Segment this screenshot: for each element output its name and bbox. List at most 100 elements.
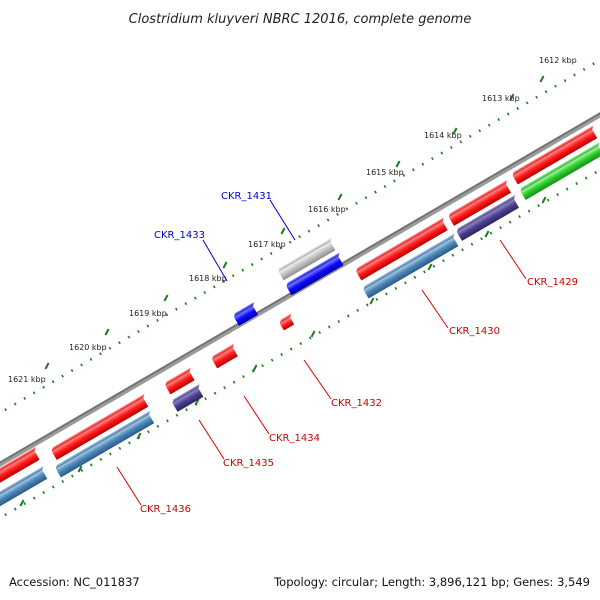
ruler-tick <box>136 432 142 440</box>
ruler-tick <box>541 196 547 204</box>
gene-arrow-fwd-top <box>165 367 191 386</box>
leader-line <box>198 419 225 460</box>
gene-arrow-other-top <box>172 384 200 404</box>
ruler-tick <box>19 499 25 507</box>
gene-arrow-blue-top <box>286 252 340 287</box>
scale-label: 1615 kbp <box>366 168 404 177</box>
ruler-tick <box>427 263 433 271</box>
gene-arrow-fwd <box>212 343 238 369</box>
scale-label: 1618 kbp <box>189 274 227 283</box>
gene-label-ckr-1430[interactable]: CKR_1430 <box>449 326 500 337</box>
gene-arrow-fwd <box>448 179 511 226</box>
gene-arrow-rev-top <box>0 465 44 502</box>
gene-arrow-rev <box>0 465 48 510</box>
gene-arrow-fwd <box>356 217 448 281</box>
scale-labels: 1612 kbp 1613 kbp 1614 kbp 1615 kbp 1616… <box>8 56 577 384</box>
gene-arrow-fwd-top <box>0 446 36 481</box>
label-leaders <box>116 199 527 506</box>
gene-arrow-fwd-body <box>0 451 40 489</box>
gene-arrow-rna <box>520 141 600 200</box>
ruler-tick <box>77 465 83 473</box>
gene-arrow-fwd <box>165 367 195 395</box>
ruler-tick <box>337 193 343 201</box>
gene-arrow-fwd <box>279 313 295 331</box>
scale-label: 1614 kbp <box>424 131 462 140</box>
gene-arrow-rev-top <box>55 410 151 469</box>
ruler-tick <box>44 362 50 370</box>
gene-arrow-fwd-body <box>279 317 295 331</box>
gene-arrow-rev-top <box>363 233 455 290</box>
gene-arrow-rev <box>363 233 459 299</box>
gene-arrow-fwd-body <box>165 371 195 395</box>
scale-ruler <box>4 58 600 517</box>
gene-label-ckr-1435[interactable]: CKR_1435 <box>223 458 274 469</box>
gene-arrow-blue <box>233 302 258 326</box>
gene-arrow-fwd-body <box>356 221 448 281</box>
gene-arrow-pseudo-body <box>278 241 336 281</box>
gene-arrow-rev-body <box>0 470 48 510</box>
gene-arrow-other-top <box>456 194 516 233</box>
gene-arrow-fwd <box>512 125 598 185</box>
gene-arrow-fwd-top <box>212 343 234 360</box>
ruler-tick <box>395 160 401 168</box>
gene-arrow-pseudo <box>278 237 336 281</box>
gene-features <box>0 125 600 510</box>
gene-arrow-other <box>456 194 519 241</box>
gene-arrow-blue-body <box>234 306 258 326</box>
ruler-tick <box>369 297 375 305</box>
gene-arrow-other <box>172 384 204 412</box>
gene-label-ckr-1434[interactable]: CKR_1434 <box>269 433 320 444</box>
gene-arrow-other-body <box>457 199 519 241</box>
scale-label: 1613 kbp <box>482 94 520 103</box>
leader-line <box>243 395 270 435</box>
topology-text: Topology: circular; Length: 3,896,121 bp… <box>273 575 590 589</box>
scale-ticks <box>19 75 547 507</box>
ruler-tick <box>280 227 286 235</box>
gene-label-ckr-1431[interactable]: CKR_1431 <box>221 191 272 202</box>
ruler-tick <box>222 261 228 269</box>
gene-label-ckr-1433[interactable]: CKR_1433 <box>154 230 205 241</box>
gene-arrow-rna-top <box>520 141 600 192</box>
ruler-dots <box>4 58 600 412</box>
gene-arrow-rna-body <box>520 146 600 200</box>
gene-arrow-fwd-top <box>512 125 594 176</box>
scale-label: 1621 kbp <box>8 375 46 384</box>
leader-line <box>499 239 527 280</box>
gene-arrow-fwd-body <box>512 129 598 185</box>
gene-arrow-blue-top <box>233 302 255 318</box>
ruler-tick <box>104 328 110 336</box>
gene-arrow-fwd-top <box>448 179 508 218</box>
ruler-tick <box>310 330 316 338</box>
gene-arrow-fwd-top <box>51 393 145 452</box>
ruler-tick <box>484 230 490 238</box>
gene-arrow-fwd-body <box>449 184 511 226</box>
leader-line <box>202 239 228 282</box>
gene-label-ckr-1432[interactable]: CKR_1432 <box>331 398 382 409</box>
gene-arrow-pseudo-top <box>278 237 332 272</box>
ruler-tick <box>163 294 169 302</box>
ruler-tick <box>252 364 258 372</box>
leader-line <box>303 359 332 400</box>
gene-arrow-blue-body <box>286 256 344 296</box>
gene-arrow-fwd-body <box>51 398 149 460</box>
accession-text: Accession: NC_011837 <box>9 575 140 589</box>
ruler-tick <box>194 398 200 406</box>
ruler-dots <box>4 168 600 517</box>
ruler-tick <box>452 127 458 135</box>
scale-label: 1617 kbp <box>248 240 286 249</box>
leader-line <box>269 199 296 241</box>
scale-label: 1612 kbp <box>539 56 577 65</box>
gene-arrow-rev-body <box>363 237 459 299</box>
leader-line <box>116 466 142 506</box>
gene-label-ckr-1436[interactable]: CKR_1436 <box>140 504 191 515</box>
leader-line <box>421 289 449 329</box>
gene-arrow-fwd-top <box>279 313 292 324</box>
gene-arrow-blue <box>286 252 344 296</box>
gene-label-ckr-1429[interactable]: CKR_1429 <box>527 277 578 288</box>
gene-arrow-fwd-body <box>212 347 238 369</box>
gene-labels: CKR_1429 CKR_1430 CKR_1431 CKR_1432 CKR_… <box>140 191 578 515</box>
gene-arrow-rev-body <box>55 414 155 478</box>
ruler-tick <box>539 75 545 83</box>
